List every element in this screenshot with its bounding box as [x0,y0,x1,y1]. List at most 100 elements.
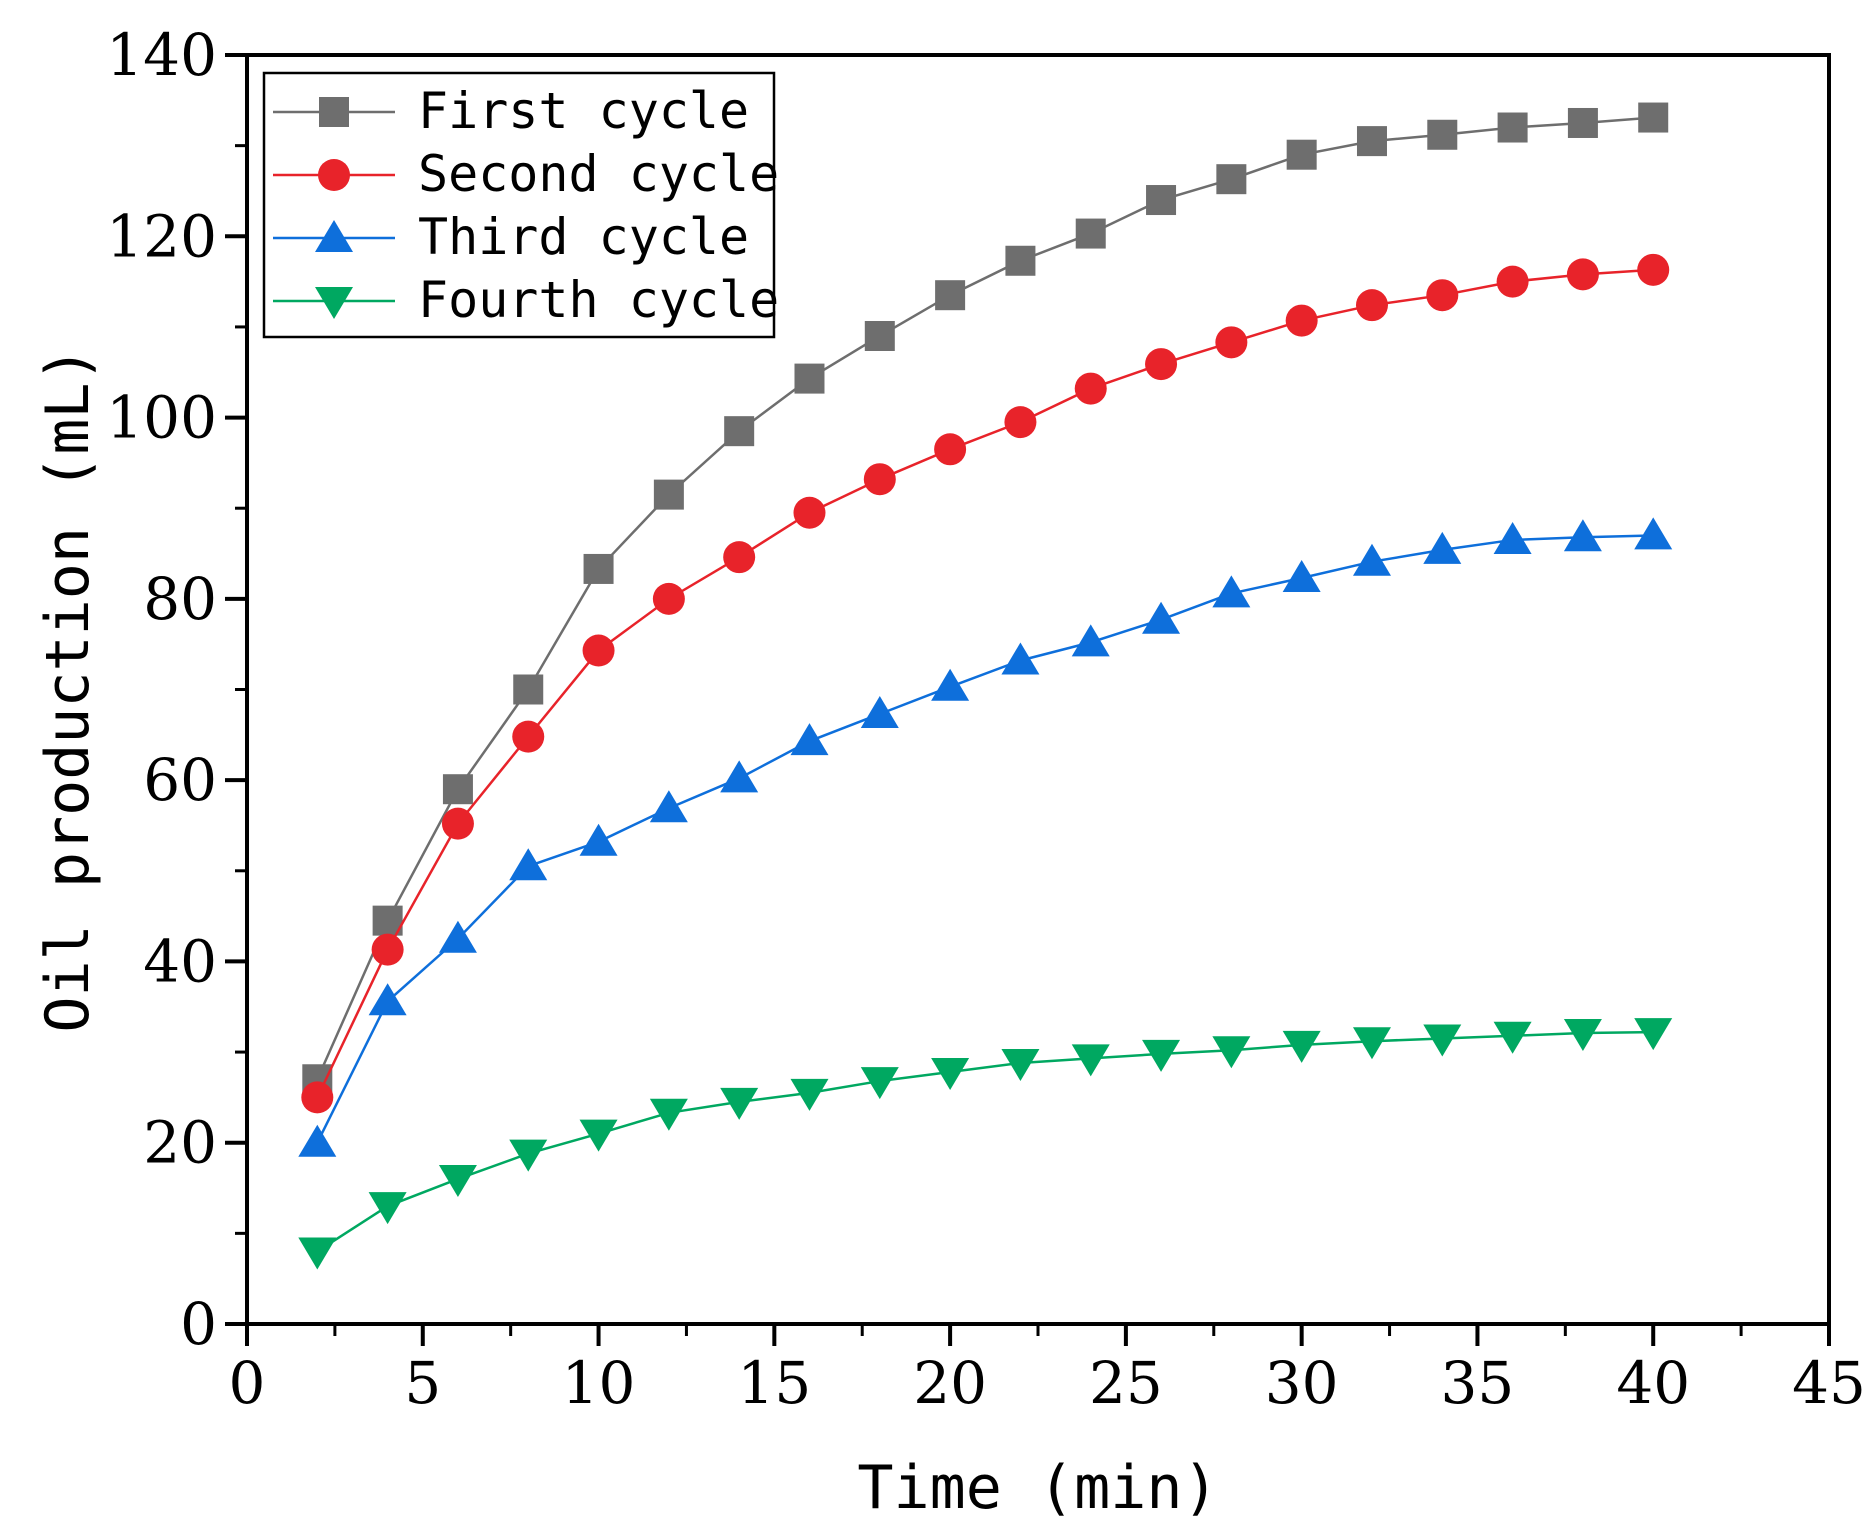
third-cycle-point [579,823,618,856]
x-tick-label: 25 [1089,1349,1163,1417]
fourth-cycle-point [1001,1048,1040,1081]
second-cycle-point [512,720,545,753]
second-cycle-point [1496,265,1529,298]
third-cycle-point [860,695,899,728]
first-cycle-point [1286,139,1317,170]
legend-entry-first-cycle: First cycle [273,82,749,140]
second-cycle-point [793,496,826,529]
third-cycle-point [368,983,407,1016]
second-cycle-point [1215,326,1248,359]
second-cycle-point [1145,348,1178,381]
third-cycle-point [1563,519,1602,552]
y-tick-label: 80 [143,565,217,633]
fourth-cycle-point [1212,1036,1251,1069]
third-cycle-point [298,1124,337,1157]
second-cycle-point [1426,279,1459,312]
second-cycle-point [1566,258,1599,291]
first-cycle-point [513,674,544,705]
second-cycle-point [1004,406,1037,439]
fourth-cycle-point [720,1087,759,1120]
fourth-cycle-point [1563,1019,1602,1052]
third-cycle-point [1212,575,1251,608]
second-cycle-point [863,463,896,496]
fourth-cycle-point [1142,1039,1181,1072]
second-cycle-point [371,933,404,966]
first-cycle-point [1497,112,1528,143]
legend-label: Third cycle [418,208,749,266]
x-tick-label: 30 [1265,1349,1339,1417]
second-cycle-point [301,1081,334,1114]
series-fourth-cycle [298,1018,1673,1270]
x-tick-label: 10 [562,1349,636,1417]
legend-entry-third-cycle: Third cycle [273,208,749,266]
third-cycle-point [1282,560,1321,593]
third-cycle-point [720,760,759,793]
fourth-cycle-point [1493,1021,1532,1054]
first-cycle-point [794,363,825,394]
x-tick-label: 5 [404,1349,441,1417]
first-cycle-point [1638,102,1669,133]
x-tick-label: 0 [229,1349,266,1417]
fourth-cycle-point [1071,1044,1110,1077]
y-tick-label: 0 [180,1290,217,1358]
x-tick-label: 15 [737,1349,811,1417]
third-cycle-point [1001,642,1040,675]
series-layer [298,102,1673,1270]
second-cycle-point [723,541,756,574]
y-tick-label: 40 [143,927,217,995]
fourth-cycle-point [438,1164,477,1197]
first-cycle-point [1427,119,1458,150]
fourth-cycle-point [298,1237,337,1270]
third-cycle-point [931,668,970,701]
first-cycle-point [724,416,755,447]
series-second-cycle [301,253,1670,1114]
second-cycle-point [441,807,474,840]
y-tick-label: 20 [143,1109,217,1177]
fourth-cycle-point [368,1192,407,1225]
third-cycle-point [1352,543,1391,576]
fourth-cycle-point [860,1067,899,1100]
legend-entry-fourth-cycle: Fourth cycle [273,271,779,329]
x-tick-label: 40 [1616,1349,1690,1417]
fourth-cycle-point [579,1119,618,1152]
fourth-cycle-point [790,1078,829,1111]
fourth-cycle-point [1634,1018,1673,1051]
first-cycle-point [583,553,614,584]
legend-label: Fourth cycle [418,271,779,329]
legend-entry-second-cycle: Second cycle [273,145,779,203]
first-cycle-point [442,774,473,805]
y-tick-label: 140 [106,21,217,89]
y-tick-label: 120 [106,202,217,270]
third-cycle-point [790,723,829,756]
second-cycle-point [652,582,685,615]
y-axis-title: Oil production (mL) [33,346,103,1032]
legend-marker [318,159,350,191]
third-cycle-point [1634,517,1673,550]
third-cycle-point [1142,601,1181,634]
first-cycle-point [653,479,684,510]
third-cycle-point [1493,521,1532,554]
fourth-cycle-point [1282,1030,1321,1063]
first-cycle-point [1216,164,1247,195]
y-tick-label: 100 [106,384,217,452]
legend-marker [315,287,353,319]
second-cycle-point [1355,289,1388,322]
first-cycle-point [1075,218,1106,249]
legend-marker [319,97,349,127]
second-cycle-point [1285,304,1318,337]
third-cycle-point [649,790,688,823]
legend-label: First cycle [418,82,749,140]
third-cycle-point [1423,531,1462,564]
tick-layer: 0 5 10 15 20 25 30 35 40 45 0 20 40 60 80 100 120 140 [106,21,1866,1417]
fourth-cycle-point [931,1058,970,1091]
third-cycle-point [1071,624,1110,657]
fourth-cycle-point [1423,1024,1462,1057]
fourth-cycle-point [649,1098,688,1131]
first-cycle-point [1005,245,1036,276]
legend-marker [315,220,353,252]
x-axis-title: Time (min) [857,1453,1218,1523]
third-cycle-point [438,920,477,953]
first-cycle-point [1356,126,1387,157]
